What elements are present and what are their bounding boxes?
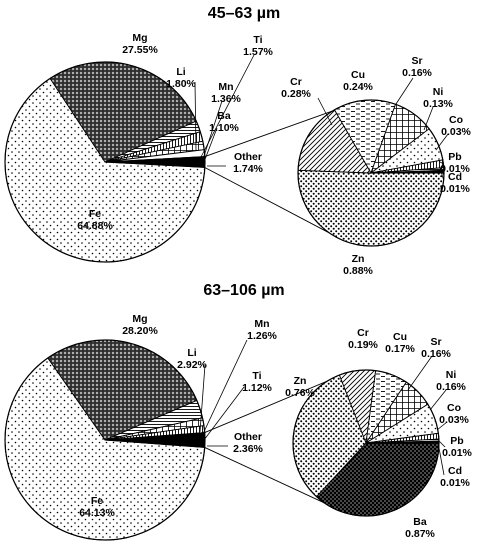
detail-pie (292, 369, 440, 517)
slice-label: Ba (413, 516, 427, 528)
slice-label: Ti (253, 34, 262, 46)
connector-line (204, 446, 325, 504)
slice-label: Cd (448, 465, 462, 477)
chart-title: 63–106 µm (203, 282, 284, 299)
slice-label: Mn (254, 318, 269, 330)
leader-line (423, 106, 434, 131)
slice-value-label: 2.92% (177, 359, 207, 371)
slice-value-label: 0.24% (343, 81, 373, 93)
leader-line (436, 421, 448, 431)
slice-value-label: 0.16% (436, 381, 466, 393)
chart-title: 45–63 µm (208, 5, 280, 22)
slice-label: Pb (450, 435, 463, 447)
slice-value-label: 64.88% (77, 220, 113, 232)
detail-pie (297, 99, 445, 247)
leader-line (439, 161, 443, 164)
slice-value-label: 0.17% (385, 343, 415, 355)
slice-value-label: 27.55% (122, 44, 158, 56)
leader-line (439, 167, 444, 179)
slice-value-label: 0.01% (440, 163, 470, 175)
leader-line (429, 389, 447, 411)
slice-label: Fe (91, 495, 103, 507)
leader-line (201, 339, 248, 437)
connector-line (204, 110, 333, 157)
slice-value-label: 0.01% (442, 447, 472, 459)
slice-value-label: 0.13% (423, 98, 453, 110)
leader-line (438, 440, 446, 448)
slice-label: Zn (352, 253, 365, 265)
slice-value-label: 0.01% (440, 183, 470, 195)
slice-value-label: 1.26% (247, 330, 277, 342)
slice-label: Fe (89, 208, 101, 220)
slice-label: Mg (132, 313, 147, 325)
slice-label: Cu (351, 69, 365, 81)
slice-value-label: 0.19% (348, 339, 378, 351)
slice-value-label: 0.76% (285, 387, 315, 399)
leader-line (438, 447, 445, 476)
slice-label: Co (447, 402, 461, 414)
slice-value-label: 2.36% (233, 443, 263, 455)
slice-value-label: 0.16% (402, 67, 432, 79)
slice-label: Ba (217, 110, 231, 122)
slice-value-label: 1.10% (209, 122, 239, 134)
main-outline (4, 339, 206, 541)
slice-value-label: 1.12% (242, 382, 272, 394)
slice-label: Other (234, 151, 262, 163)
slice-value-label: 1.74% (233, 163, 263, 175)
slice-label: Mn (218, 81, 233, 93)
slice-label: Pb (448, 151, 461, 163)
slice-label: Li (176, 66, 185, 78)
slice-label: Cd (448, 171, 462, 183)
leader-line (200, 54, 255, 158)
detail-outline (292, 369, 440, 517)
slice-label: Sr (411, 55, 422, 67)
slice-value-label: 64.13% (79, 507, 115, 519)
slice-label: Cr (290, 76, 302, 88)
detail-slice-zn (297, 169, 445, 247)
slice-label: Ni (446, 369, 457, 381)
leader-line (194, 81, 197, 151)
leader-line (407, 355, 433, 391)
connector-line (204, 167, 330, 234)
connector-line (204, 380, 328, 434)
slice-value-label: 0.87% (405, 528, 435, 540)
slice-value-label: 0.03% (439, 414, 469, 426)
slice-value-label: 1.80% (166, 78, 196, 90)
main-outline (4, 61, 206, 263)
leader-line (203, 386, 245, 441)
slice-value-label: 0.16% (421, 348, 451, 360)
leader-line (435, 133, 449, 151)
slice-label: Sr (430, 336, 441, 348)
slice-label: Li (187, 347, 196, 359)
slice-label: Co (449, 114, 463, 126)
slice-label: Ni (433, 86, 444, 98)
slice-value-label: 0.03% (441, 126, 471, 138)
slice-value-label: 0.01% (440, 477, 470, 489)
slice-label: Ti (252, 370, 261, 382)
slice-value-label: 1.57% (243, 46, 273, 58)
slice-label: Cr (357, 327, 369, 339)
slice-label: Zn (294, 375, 307, 387)
slice-value-label: 28.20% (122, 325, 158, 337)
leader-line (203, 127, 218, 163)
slice-value-label: 0.28% (281, 88, 311, 100)
leader-line (395, 77, 414, 105)
pie-panel: Fe64.88%Mg27.55%Li1.80%Ti1.57%Mn1.36%Ba1… (4, 32, 472, 277)
slice-value-label: 1.36% (211, 93, 241, 105)
slice-value-label: 0.88% (343, 265, 373, 277)
leader-line (202, 100, 223, 160)
leader-line (199, 364, 206, 433)
leader-line (317, 97, 333, 126)
slice-label: Mg (132, 32, 147, 44)
detail-outline (297, 99, 445, 247)
slice-label: Other (234, 431, 262, 443)
slice-label: Cu (393, 331, 407, 343)
